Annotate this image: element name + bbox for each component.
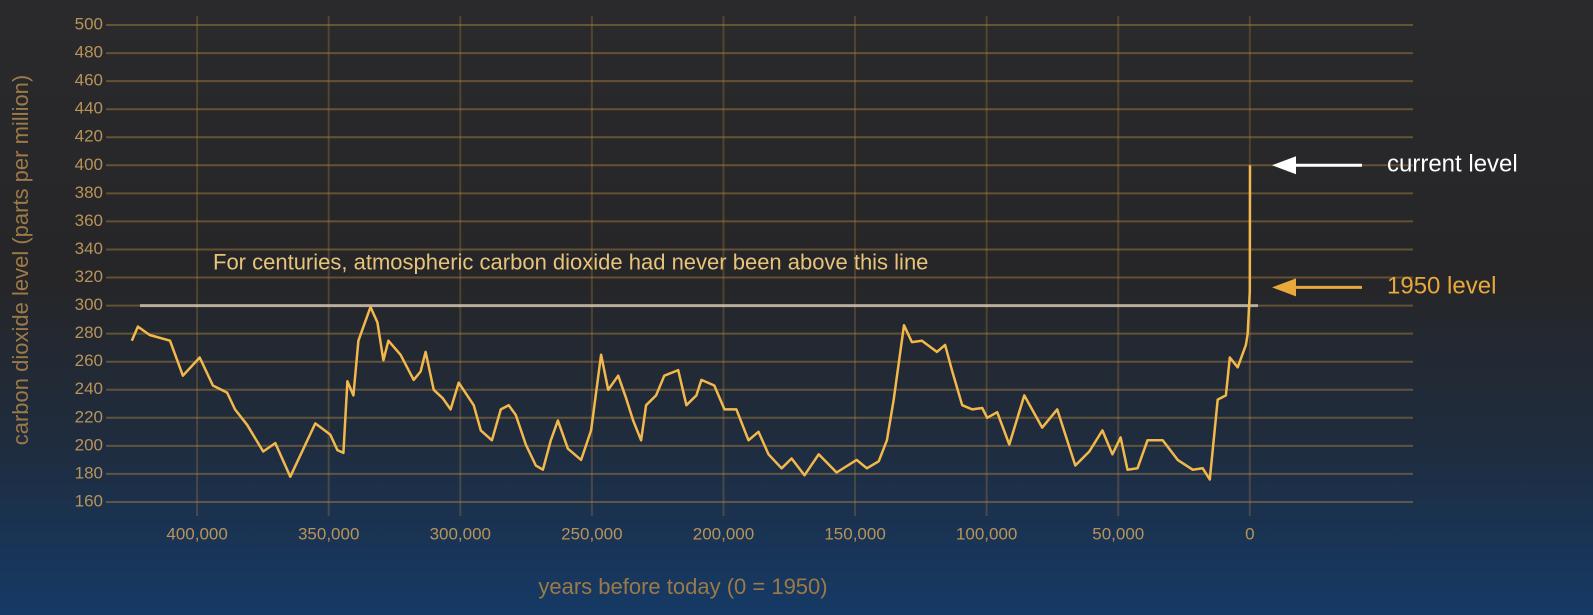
y-tick-label: 500 xyxy=(75,15,103,34)
y-tick-label: 280 xyxy=(75,323,103,342)
y-tick-label: 320 xyxy=(75,267,103,286)
y-tick-label: 380 xyxy=(75,183,103,202)
x-tick-label: 0 xyxy=(1245,524,1254,543)
y-tick-label: 160 xyxy=(75,491,103,510)
y-tick-label: 240 xyxy=(75,379,103,398)
y-tick-label: 480 xyxy=(75,43,103,62)
marker-arrow-head xyxy=(1272,278,1296,297)
y-tick-label: 260 xyxy=(75,351,103,370)
x-tick-label: 400,000 xyxy=(166,524,227,543)
x-tick-label: 50,000 xyxy=(1092,524,1144,543)
data-line xyxy=(130,165,1252,481)
y-tick-label: 300 xyxy=(75,295,103,314)
marker-arrow-head xyxy=(1272,156,1296,175)
x-tick-label: 200,000 xyxy=(693,524,754,543)
x-tick-label: 350,000 xyxy=(298,524,359,543)
y-tick-label: 360 xyxy=(75,211,103,230)
y-axis-title: carbon dioxide level (parts per million) xyxy=(8,75,33,446)
y-tick-label: 420 xyxy=(75,127,103,146)
x-tick-label: 100,000 xyxy=(956,524,1017,543)
marker-label: current level xyxy=(1387,151,1518,178)
y-tick-label: 440 xyxy=(75,99,103,118)
y-tick-label: 180 xyxy=(75,463,103,482)
reference-label: For centuries, atmospheric carbon dioxid… xyxy=(213,249,928,274)
x-tick-label: 250,000 xyxy=(561,524,622,543)
y-tick-label: 200 xyxy=(75,435,103,454)
x-axis-title: years before today (0 = 1950) xyxy=(538,574,827,599)
x-tick-label: 300,000 xyxy=(430,524,491,543)
y-tick-label: 220 xyxy=(75,407,103,426)
y-tick-label: 460 xyxy=(75,71,103,90)
marker-label: 1950 level xyxy=(1387,273,1496,300)
y-tick-label: 400 xyxy=(75,155,103,174)
x-tick-label: 150,000 xyxy=(824,524,885,543)
y-tick-label: 340 xyxy=(75,239,103,258)
